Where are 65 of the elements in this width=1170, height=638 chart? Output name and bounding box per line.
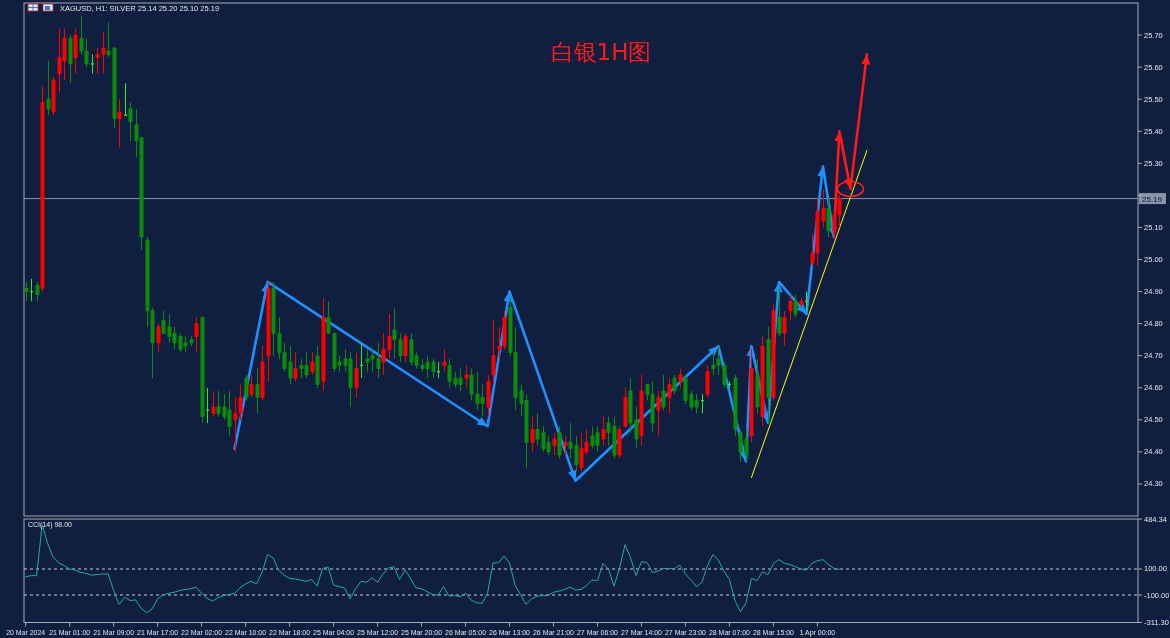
candlestick: [90, 53, 95, 75]
candlestick: [24, 281, 29, 302]
candlestick: [68, 34, 73, 84]
candlestick: [359, 342, 364, 379]
candlestick: [667, 377, 672, 414]
candlestick: [623, 387, 628, 427]
candlestick: [661, 374, 666, 411]
candlestick: [315, 345, 320, 389]
candlestick: [563, 435, 568, 456]
candlestick: [771, 303, 776, 402]
candlestick: [266, 281, 271, 382]
candlestick: [40, 85, 45, 293]
candlestick: [617, 425, 622, 459]
candlestick: [557, 425, 562, 459]
candlestick: [249, 374, 254, 398]
candlestick: [733, 374, 738, 437]
candlestick: [403, 332, 408, 363]
candlestick: [656, 390, 661, 437]
candlestick: [530, 416, 535, 453]
candlestick: [755, 358, 760, 414]
candlestick: [128, 101, 133, 142]
candlestick: [200, 316, 205, 424]
candlestick: [552, 432, 557, 456]
candlestick: [29, 278, 34, 302]
candlestick: [464, 364, 469, 389]
candlestick: [255, 368, 260, 414]
line-series: [25, 524, 840, 614]
candlestick: [678, 368, 683, 389]
candlestick: [73, 28, 78, 75]
candlestick: [601, 416, 606, 446]
candlestick: [491, 319, 496, 386]
candlestick: [310, 351, 315, 376]
candlestick: [793, 294, 798, 318]
candlestick: [804, 291, 809, 312]
candlestick: [194, 316, 199, 353]
candlestick: [51, 76, 56, 116]
candlestick: [727, 380, 732, 389]
candlestick: [788, 294, 793, 321]
candlestick: [782, 310, 787, 347]
candlestick: [244, 374, 249, 402]
ref-line-label: 25.19: [1142, 194, 1163, 204]
candlestick: [354, 351, 359, 398]
candlestick: [436, 361, 441, 379]
candlestick: [205, 387, 210, 424]
candlestick: [156, 323, 161, 353]
candlestick: [123, 82, 128, 116]
line-series: [832, 53, 869, 236]
candlestick: [760, 335, 765, 427]
candlestick: [799, 297, 804, 309]
candlestick: [35, 281, 40, 302]
candlestick: [117, 98, 122, 148]
candlestick: [672, 374, 677, 395]
text: 白银1H图: [550, 39, 652, 65]
candlestick: [700, 393, 705, 414]
candlestick: [211, 390, 216, 418]
candlestick: [639, 374, 644, 446]
candlestick: [46, 60, 51, 116]
candlestick: [826, 198, 831, 238]
candlestick: [293, 351, 298, 382]
candlestick: [260, 345, 265, 402]
candlestick: [705, 364, 710, 398]
candlestick: [486, 374, 491, 418]
candlestick: [442, 348, 447, 373]
candlestick: [321, 297, 326, 392]
candlestick: [766, 326, 771, 424]
